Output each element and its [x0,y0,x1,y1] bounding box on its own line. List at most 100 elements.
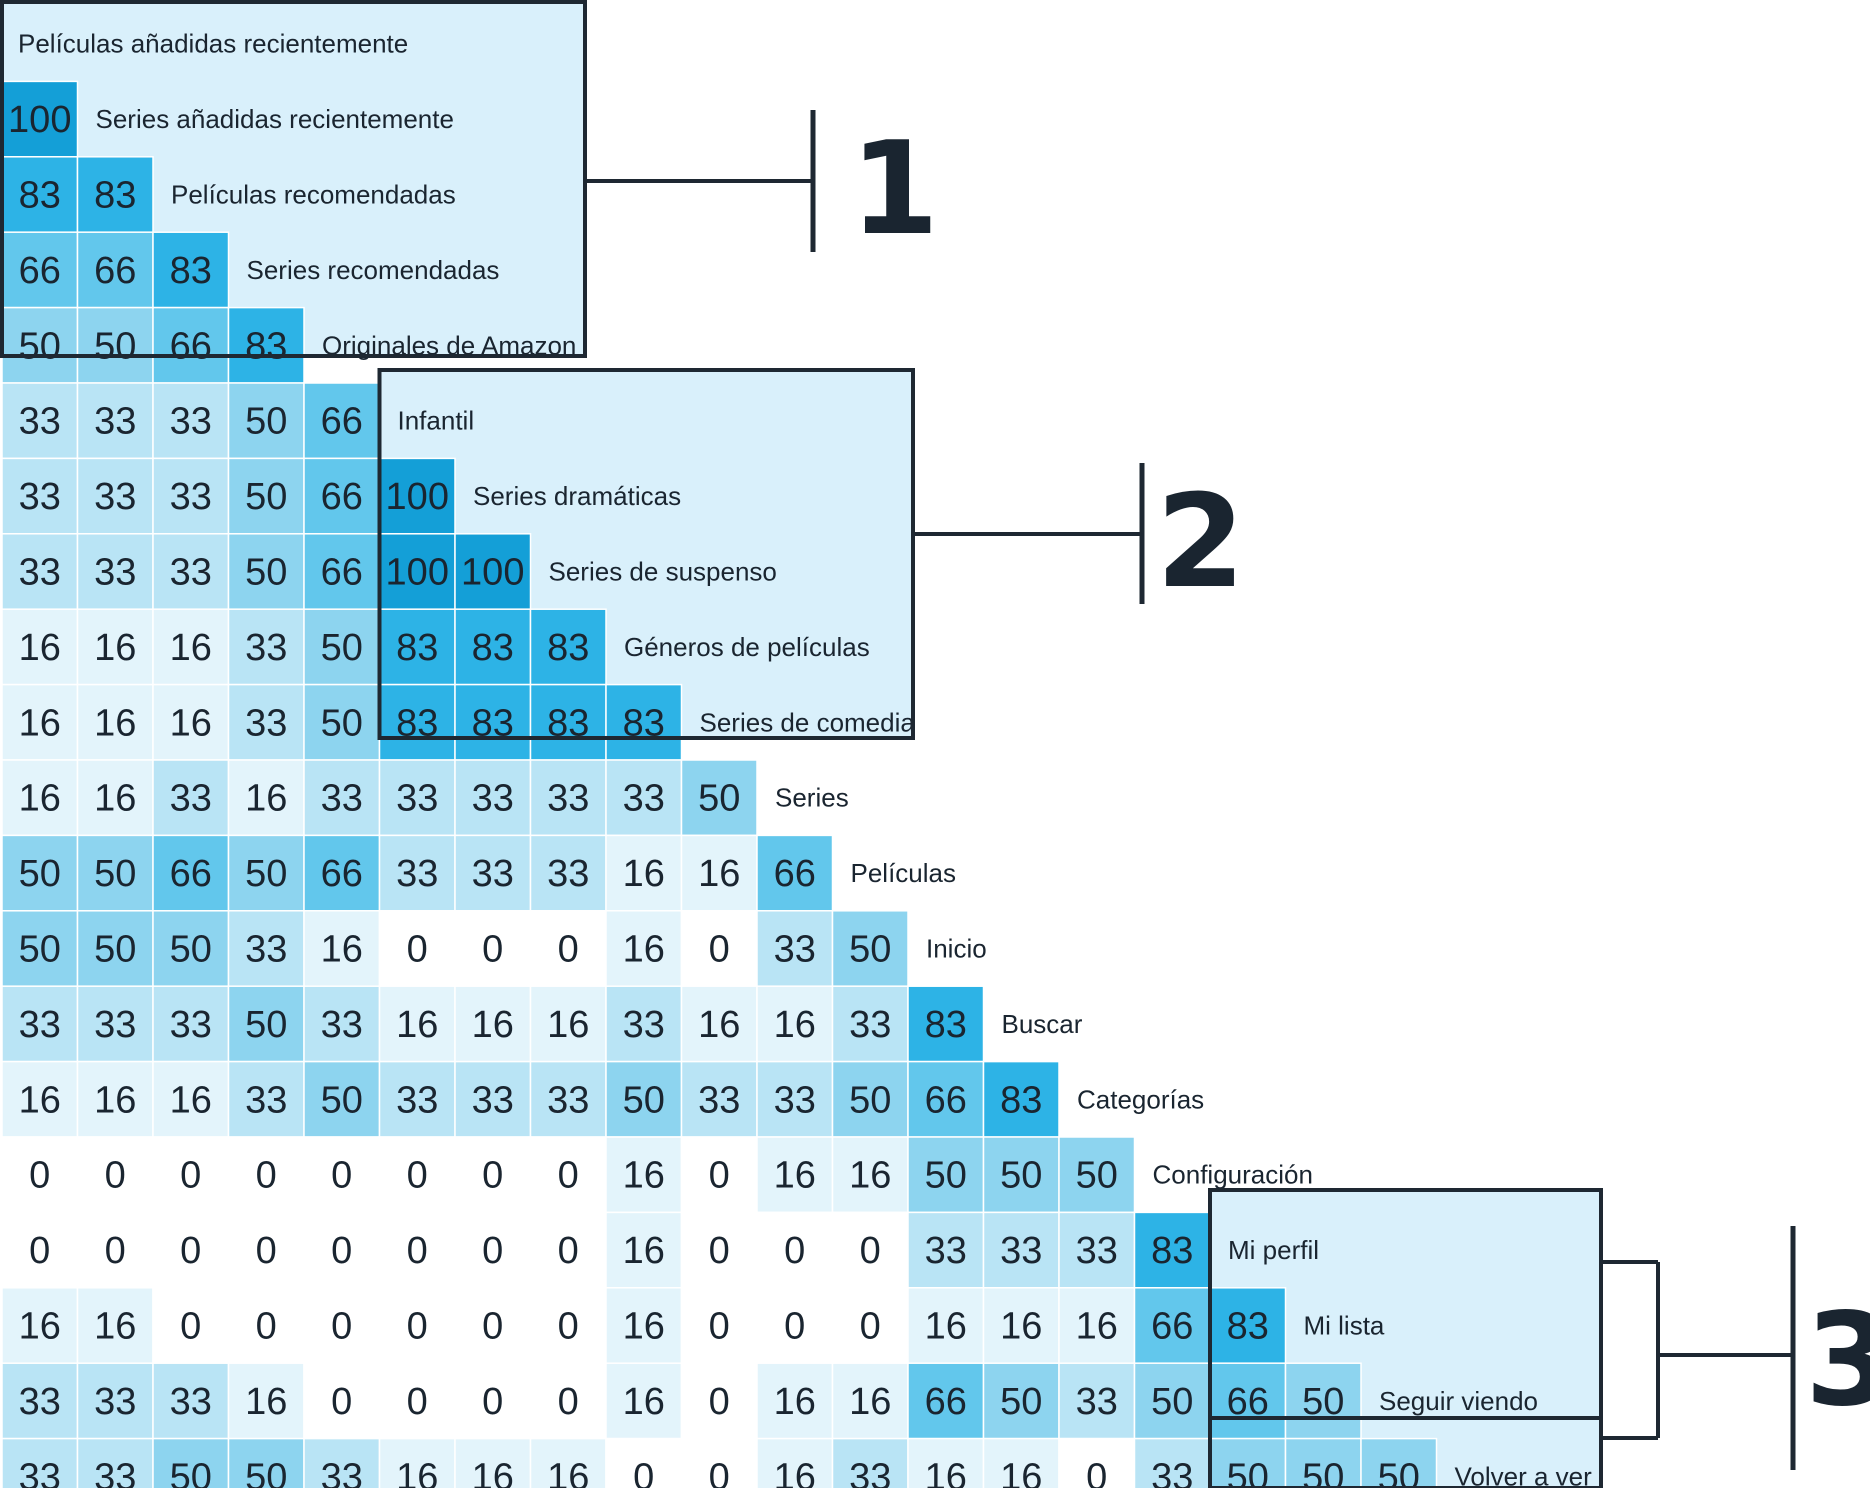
matrix-cell-value: 83 [1227,1306,1269,1348]
matrix-cell-3-2 [152,231,230,309]
matrix-cell-19-17 [1284,1437,1362,1488]
matrix-cell-value: 50 [1000,1381,1042,1423]
matrix-cell-value: 83 [925,1004,967,1046]
matrix-cell-value: 16 [472,1004,514,1046]
matrix-cell-1-0 [1,80,79,158]
matrix-cell-19-11 [831,1437,909,1488]
matrix-cell-value: 66 [321,476,363,518]
matrix-cell-value: 100 [8,99,71,141]
matrix-cell-value: 33 [1076,1381,1118,1423]
matrix-cell-value: 0 [558,1230,579,1272]
matrix-cell-value: 16 [245,1381,287,1423]
matrix-cell-18-10 [756,1362,834,1440]
category-label: Películas [851,858,957,888]
category-label: Volver a ver [1455,1461,1593,1488]
matrix-cell-12-7 [529,910,607,987]
matrix-cell-5-0 [1,382,79,460]
matrix-cell-value: 33 [472,853,514,895]
matrix-cell-16-14 [1058,1211,1136,1289]
matrix-cell-19-13 [982,1437,1060,1488]
matrix-cell-value: 0 [860,1230,881,1272]
matrix-cell-17-6 [454,1287,532,1364]
matrix-cell-value: 50 [245,1456,287,1488]
matrix-cell-19-7 [529,1437,607,1488]
matrix-cell-value: 66 [774,853,816,895]
category-label: Películas añadidas recientemente [18,29,408,59]
matrix-cell-15-5 [378,1136,456,1214]
matrix-cell-16-4 [303,1211,381,1289]
matrix-cell-value: 83 [547,627,589,669]
matrix-cell-14-2 [152,1060,230,1138]
matrix-cell-value: 0 [29,1230,50,1272]
matrix-cell-7-2 [152,533,230,610]
matrix-cell-value: 33 [19,552,61,594]
matrix-cell-value: 16 [19,1079,61,1121]
matrix-cell-value: 33 [170,1381,212,1423]
matrix-cell-value: 66 [170,853,212,895]
matrix-cell-value: 83 [94,175,136,217]
matrix-cell-value: 16 [774,1155,816,1197]
matrix-cell-value: 33 [94,1004,136,1046]
matrix-cell-15-8 [605,1136,683,1214]
matrix-cell-15-2 [152,1136,230,1214]
matrix-cell-19-2 [152,1437,230,1488]
matrix-cell-18-15 [1133,1362,1211,1440]
matrix-cell-17-4 [303,1287,381,1364]
matrix-cell-15-1 [76,1136,154,1214]
matrix-cell-value: 66 [94,250,136,292]
group-3-lower-outline [1208,1416,1603,1488]
matrix-cell-value: 100 [461,552,524,594]
matrix-cell-value: 16 [623,853,665,895]
matrix-cell-value: 16 [94,1079,136,1121]
matrix-cell-value: 33 [925,1230,967,1272]
matrix-cell-value: 0 [407,1155,428,1197]
matrix-cell-value: 83 [19,175,61,217]
matrix-cell-value: 16 [623,1381,665,1423]
matrix-cell-value: 33 [547,1079,589,1121]
matrix-cell-value: 33 [698,1079,740,1121]
matrix-cell-value: 50 [623,1079,665,1121]
matrix-cell-value: 33 [321,1004,363,1046]
matrix-cell-value: 0 [860,1306,881,1348]
matrix-cell-19-3 [227,1437,305,1488]
matrix-cell-11-7 [529,834,607,912]
matrix-cell-12-10 [756,910,834,987]
matrix-cell-12-2 [152,910,230,987]
matrix-cell-19-14 [1058,1437,1136,1488]
matrix-cell-value: 16 [170,1079,212,1121]
matrix-cell-16-3 [227,1211,305,1289]
matrix-cell-value: 0 [558,929,579,971]
matrix-cell-15-4 [303,1136,381,1214]
matrix-cell-value: 33 [1076,1230,1118,1272]
matrix-cell-value: 16 [19,1306,61,1348]
category-label: Series de suspenso [549,557,777,587]
matrix-cell-value: 16 [849,1155,891,1197]
matrix-cell-14-10 [756,1060,834,1138]
matrix-cell-value: 33 [94,476,136,518]
matrix-cell-value: 0 [709,1381,730,1423]
matrix-cell-value: 0 [331,1306,352,1348]
category-label: Series añadidas recientemente [96,104,454,134]
matrix-cell-9-8 [605,683,683,761]
matrix-cell-10-9 [680,759,758,837]
matrix-cell-19-16 [1209,1437,1287,1488]
matrix-cell-value: 16 [623,1230,665,1272]
matrix-cell-value: 33 [321,778,363,820]
matrix-cell-value: 83 [472,627,514,669]
matrix-cell-value: 50 [1151,1381,1193,1423]
matrix-cell-18-17 [1284,1362,1362,1440]
matrix-cell-value: 0 [331,1381,352,1423]
matrix-cell-18-1 [76,1362,154,1440]
matrix-cell-value: 16 [623,929,665,971]
matrix-cell-11-0 [1,834,79,912]
matrix-cell-6-1 [76,457,154,535]
matrix-cell-16-2 [152,1211,230,1289]
matrix-cell-value: 33 [19,1381,61,1423]
matrix-cell-value: 0 [331,1230,352,1272]
category-label: Géneros de películas [624,632,870,662]
category-label: Series recomendadas [247,255,500,285]
matrix-cell-value: 50 [245,1004,287,1046]
matrix-cell-value: 83 [245,325,287,367]
matrix-cell-value: 50 [19,929,61,971]
matrix-cell-value: 0 [180,1155,201,1197]
